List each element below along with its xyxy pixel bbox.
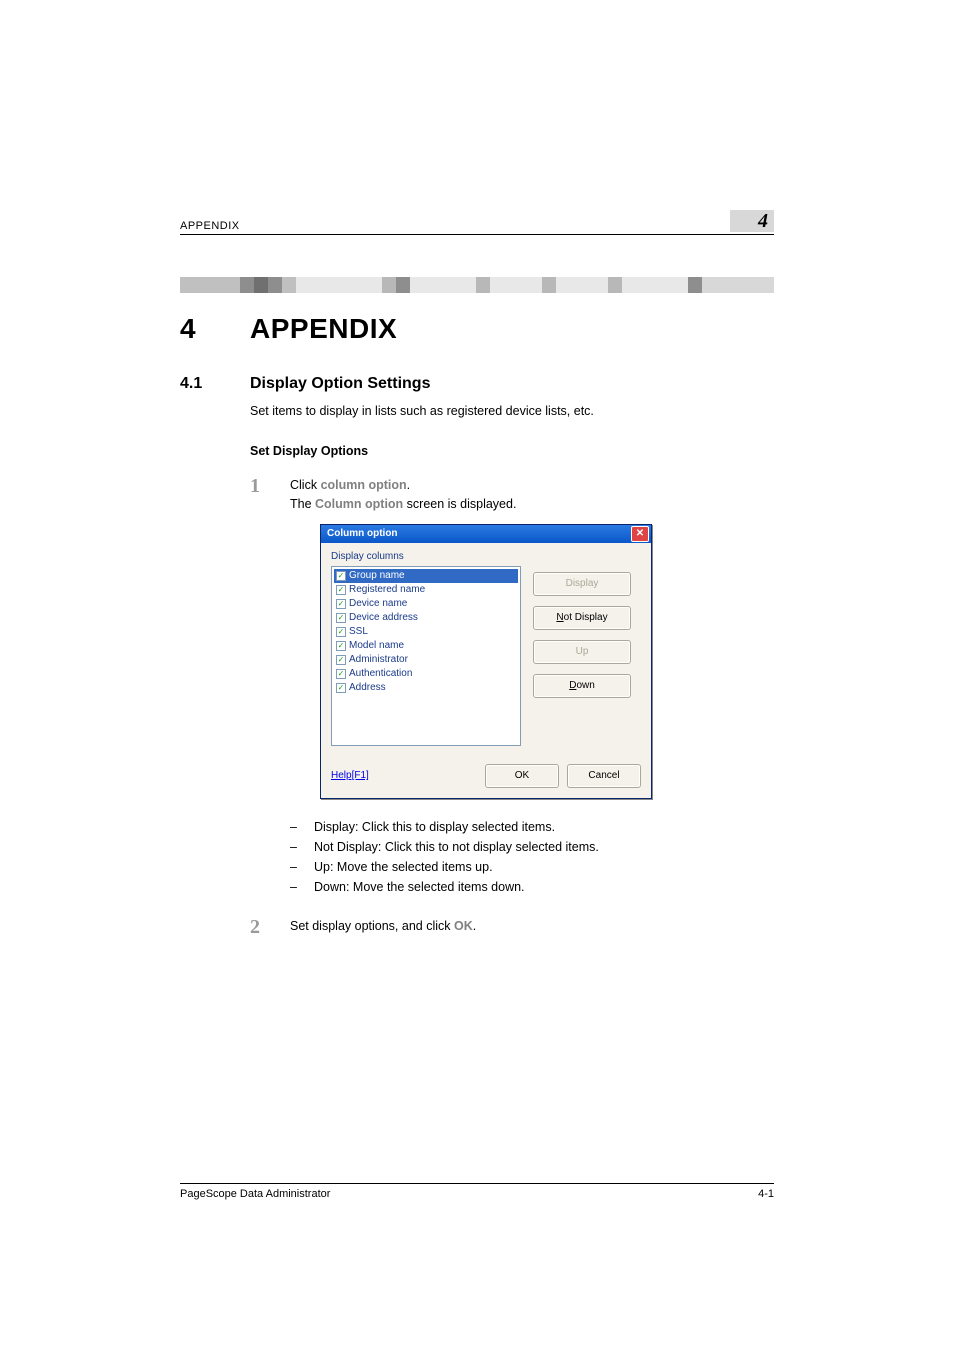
list-item[interactable]: ✓Group name xyxy=(334,569,518,583)
list-item[interactable]: ✓Device name xyxy=(334,597,518,611)
display-button[interactable]: Display xyxy=(533,572,631,596)
list-item-label: SSL xyxy=(349,626,368,637)
help-link[interactable]: Help[F1] xyxy=(331,770,369,781)
close-icon[interactable]: ✕ xyxy=(631,526,649,542)
list-item[interactable]: ✓Administrator xyxy=(334,653,518,667)
h2-number: 4.1 xyxy=(180,375,250,393)
dialog-title: Column option xyxy=(327,528,398,539)
checkbox-icon[interactable]: ✓ xyxy=(336,599,346,609)
running-head: APPENDIX 4 xyxy=(180,210,774,235)
list-item-label: Administrator xyxy=(349,654,408,665)
h1-text: APPENDIX xyxy=(250,313,397,345)
heading-2: 4.1 Display Option Settings xyxy=(180,375,774,393)
list-item[interactable]: ✓Registered name xyxy=(334,583,518,597)
up-button[interactable]: Up xyxy=(533,640,631,664)
list-item-label: Address xyxy=(349,682,386,693)
list-item[interactable]: ✓Address xyxy=(334,681,518,695)
list-item-label: Authentication xyxy=(349,668,412,679)
heading-1: 4 APPENDIX xyxy=(180,313,774,345)
page-footer: PageScope Data Administrator 4-1 xyxy=(180,1183,774,1200)
column-option-dialog: Column option ✕ Display columns ✓Group n… xyxy=(320,524,652,799)
footer-left: PageScope Data Administrator xyxy=(180,1188,330,1200)
step-text: Set display options, and click OK. xyxy=(290,917,774,937)
bullet-list: –Display: Click this to display selected… xyxy=(290,817,774,897)
list-item-label: Registered name xyxy=(349,584,425,595)
list-item-label: Group name xyxy=(349,570,405,581)
down-button[interactable]: Down xyxy=(533,674,631,698)
cancel-button[interactable]: Cancel xyxy=(567,764,641,788)
checkbox-icon[interactable]: ✓ xyxy=(336,571,346,581)
list-item[interactable]: ✓Device address xyxy=(334,611,518,625)
step-number: 2 xyxy=(250,917,290,937)
h1-number: 4 xyxy=(180,313,250,345)
subheading: Set Display Options xyxy=(250,443,774,461)
checkbox-icon[interactable]: ✓ xyxy=(336,655,346,665)
bullet-item: –Up: Move the selected items up. xyxy=(290,857,774,877)
checkbox-icon[interactable]: ✓ xyxy=(336,585,346,595)
chapter-number-box: 4 xyxy=(730,210,774,232)
step-text: Click column option. The Column option s… xyxy=(290,476,774,514)
list-item-label: Device address xyxy=(349,612,418,623)
checkbox-icon[interactable]: ✓ xyxy=(336,641,346,651)
list-item[interactable]: ✓Authentication xyxy=(334,667,518,681)
step-number: 1 xyxy=(250,476,290,514)
dialog-titlebar: Column option ✕ xyxy=(321,525,651,543)
checkbox-icon[interactable]: ✓ xyxy=(336,627,346,637)
dialog-label: Display columns xyxy=(331,551,641,562)
not-display-button[interactable]: Not Display xyxy=(533,606,631,630)
chapter-number: 4 xyxy=(758,210,768,233)
list-item-label: Device name xyxy=(349,598,407,609)
decorative-bar xyxy=(180,277,774,293)
dialog-screenshot: Column option ✕ Display columns ✓Group n… xyxy=(320,524,774,799)
intro-paragraph: Set items to display in lists such as re… xyxy=(250,403,774,421)
checkbox-icon[interactable]: ✓ xyxy=(336,683,346,693)
checkbox-icon[interactable]: ✓ xyxy=(336,669,346,679)
h2-text: Display Option Settings xyxy=(250,375,430,393)
columns-listbox[interactable]: ✓Group name✓Registered name✓Device name✓… xyxy=(331,566,521,746)
list-item[interactable]: ✓SSL xyxy=(334,625,518,639)
running-head-text: APPENDIX xyxy=(180,220,240,232)
footer-right: 4-1 xyxy=(758,1188,774,1200)
step-2: 2 Set display options, and click OK. xyxy=(180,917,774,937)
bullet-item: –Display: Click this to display selected… xyxy=(290,817,774,837)
checkbox-icon[interactable]: ✓ xyxy=(336,613,346,623)
bullet-item: –Down: Move the selected items down. xyxy=(290,877,774,897)
ok-button[interactable]: OK xyxy=(485,764,559,788)
list-item-label: Model name xyxy=(349,640,404,651)
bullet-item: –Not Display: Click this to not display … xyxy=(290,837,774,857)
step-1: 1 Click column option. The Column option… xyxy=(180,476,774,514)
list-item[interactable]: ✓Model name xyxy=(334,639,518,653)
